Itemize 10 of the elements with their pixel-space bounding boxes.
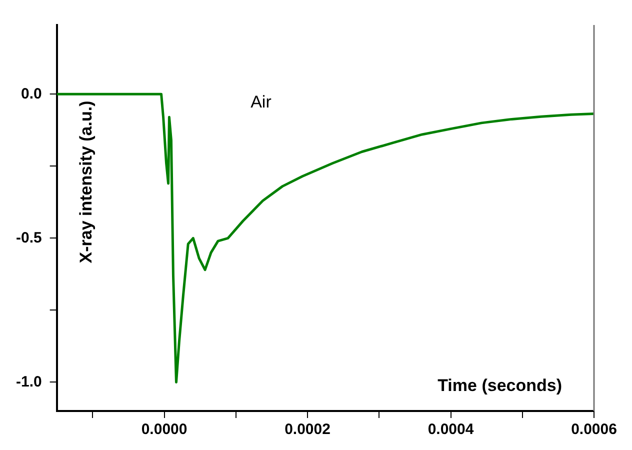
y-tick-label: -0.5 bbox=[16, 229, 42, 246]
x-tick-label: 0.0000 bbox=[141, 421, 188, 438]
y-tick-label: -1.0 bbox=[16, 373, 42, 390]
x-axis-title: Time (seconds) bbox=[438, 376, 562, 395]
x-tick-label: 0.0004 bbox=[428, 421, 474, 438]
annotation: Air bbox=[250, 92, 272, 112]
y-tick-label: 0.0 bbox=[20, 85, 42, 102]
x-tick-label: 0.0002 bbox=[284, 421, 330, 438]
y-axis-title: X-ray intensity (a.u.) bbox=[76, 100, 96, 264]
x-tick-label: 0.0006 bbox=[571, 421, 617, 438]
